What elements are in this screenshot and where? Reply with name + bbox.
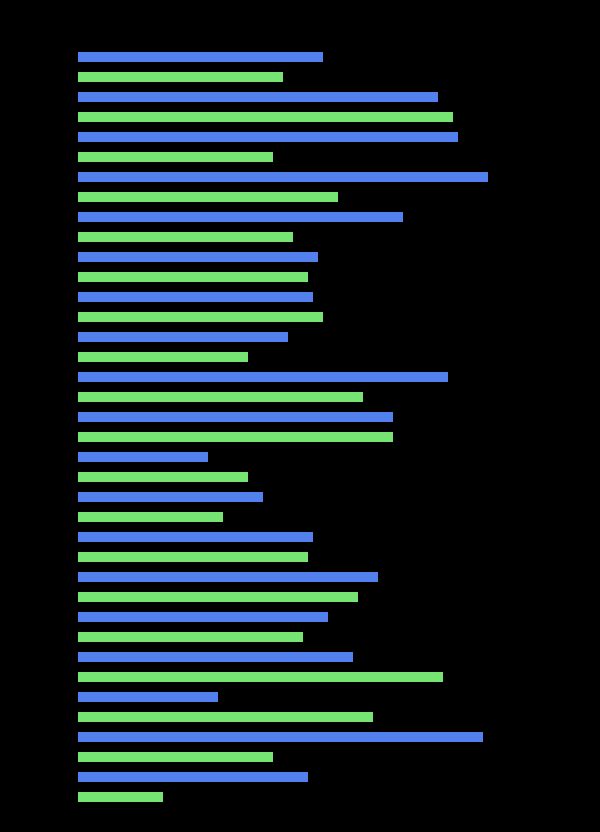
bar-7 bbox=[78, 192, 338, 202]
bar-19 bbox=[78, 432, 393, 442]
bar-10 bbox=[78, 252, 318, 262]
bar-12 bbox=[78, 292, 313, 302]
bar-26 bbox=[78, 572, 378, 582]
bar-13 bbox=[78, 312, 323, 322]
bar-5 bbox=[78, 152, 273, 162]
bar-23 bbox=[78, 512, 223, 522]
bar-9 bbox=[78, 232, 293, 242]
bar-15 bbox=[78, 352, 248, 362]
bar-11 bbox=[78, 272, 308, 282]
bar-31 bbox=[78, 672, 443, 682]
bar-6 bbox=[78, 172, 488, 182]
bar-4 bbox=[78, 132, 458, 142]
bar-22 bbox=[78, 492, 263, 502]
bar-16 bbox=[78, 372, 448, 382]
bar-chart bbox=[0, 0, 600, 832]
bar-3 bbox=[78, 112, 453, 122]
bar-27 bbox=[78, 592, 358, 602]
bar-14 bbox=[78, 332, 288, 342]
bar-0 bbox=[78, 52, 323, 62]
bar-21 bbox=[78, 472, 248, 482]
bar-34 bbox=[78, 732, 483, 742]
bar-30 bbox=[78, 652, 353, 662]
bar-33 bbox=[78, 712, 373, 722]
bar-32 bbox=[78, 692, 218, 702]
bar-20 bbox=[78, 452, 208, 462]
bar-28 bbox=[78, 612, 328, 622]
bar-37 bbox=[78, 792, 163, 802]
bar-24 bbox=[78, 532, 313, 542]
bar-29 bbox=[78, 632, 303, 642]
bar-17 bbox=[78, 392, 363, 402]
bar-1 bbox=[78, 72, 283, 82]
bar-35 bbox=[78, 752, 273, 762]
bar-36 bbox=[78, 772, 308, 782]
bar-2 bbox=[78, 92, 438, 102]
bar-25 bbox=[78, 552, 308, 562]
bar-8 bbox=[78, 212, 403, 222]
bar-18 bbox=[78, 412, 393, 422]
